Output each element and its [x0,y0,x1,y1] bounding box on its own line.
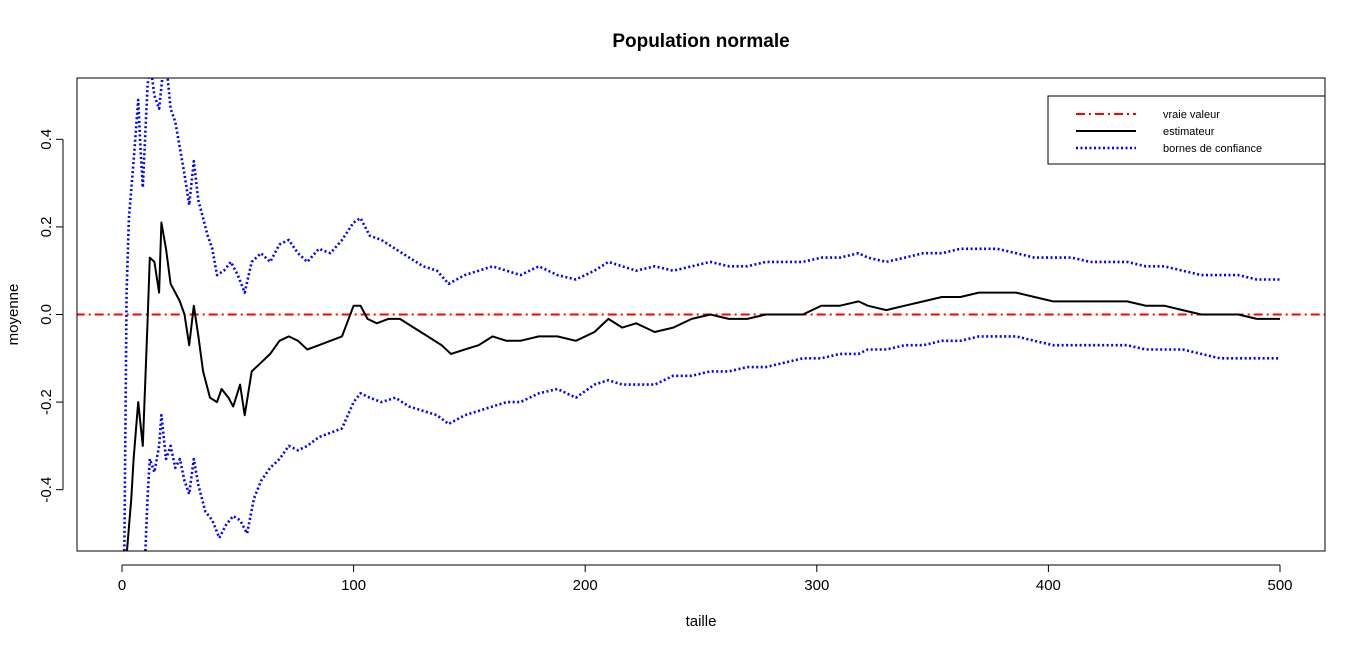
legend-label: vraie valeur [1163,109,1220,121]
plot-frame [76,77,1326,552]
y-tick-label: 0.0 [38,304,55,325]
legend-label: bornes de confiance [1163,143,1262,155]
chart-title: Population normale [612,31,789,52]
y-tick-label: 0.2 [38,216,55,237]
legend-label: estimateur [1163,126,1215,138]
x-tick-label: 500 [1267,577,1292,594]
x-tick-label: 100 [341,577,366,594]
series-layer [77,78,1325,551]
x-axis: 0 100 200 300 400 500 [118,564,1293,594]
series-line-bornes-de-confiance [144,335,1280,551]
x-tick-label: 0 [118,577,126,594]
y-axis: -0.4 -0.2 0.0 0.2 0.4 [38,129,64,503]
series-line-estimateur [125,221,1280,551]
legend: vraie valeur estimateur bornes de confianc… [1047,95,1326,165]
x-axis-label: taille [686,613,717,630]
y-tick-label: -0.4 [38,477,55,503]
series-line-bornes-de-confiance [123,78,1280,551]
x-tick-label: 300 [804,577,829,594]
x-tick-label: 200 [573,577,598,594]
y-tick-label: 0.4 [38,129,55,150]
y-axis-label: moyenne [5,284,22,346]
x-tick-label: 400 [1036,577,1061,594]
y-tick-label: -0.2 [38,389,55,415]
